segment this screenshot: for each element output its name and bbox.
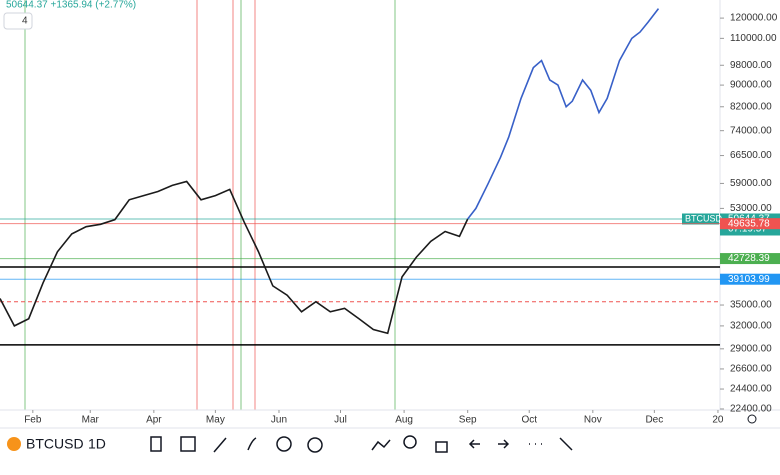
y-tick-label: 35000.00 [730,300,772,311]
x-tick-label: Dec [645,415,663,426]
quote: 50644.37 +1365.94 (+2.77%) [6,0,136,11]
y-tick-label: 120000.00 [730,13,778,24]
price-label: 49635.78 [728,218,770,229]
y-tick-label: 24400.00 [730,384,772,395]
share-button[interactable] [435,441,448,453]
undo-button[interactable] [468,439,480,449]
symbol-tag-box [682,213,719,225]
indicator-count: 4 [22,16,28,27]
symbol-icon [7,437,21,451]
add-button[interactable] [276,436,292,452]
price-label-box [720,218,780,230]
draw-button[interactable] [213,437,227,453]
y-tick-label: 59000.00 [730,178,772,189]
fullscreen-button[interactable] [559,437,573,451]
x-tick-label: Feb [24,415,42,426]
y-tick-label: 74000.00 [730,125,772,136]
y-tick-label: 22400.00 [730,404,772,415]
indicator-toggle[interactable] [3,12,33,30]
ideas-button[interactable] [403,435,417,449]
replay-button[interactable] [371,439,391,451]
price-label: 39103.99 [728,274,770,285]
price-label-box [720,273,780,285]
y-tick-label: 98000.00 [730,60,772,71]
price-line [0,180,469,335]
symbol[interactable]: BTCUSD [26,436,84,452]
redo-button[interactable] [498,439,510,449]
chart-type-button[interactable] [150,436,162,452]
x-tick-label: Jun [271,415,287,426]
y-tick-label: 26600.00 [730,364,772,375]
x-tick-label: Mar [82,415,100,426]
x-tick-label: Oct [521,415,537,426]
y-tick-label: 110000.00 [730,33,777,44]
price-line [467,8,660,220]
calendar-button[interactable] [180,436,196,452]
x-tick-label: 20 [712,415,724,426]
symbol-tag: BTCUSD [685,213,723,223]
interval[interactable]: 1D [88,436,106,452]
indicators-button[interactable] [247,437,257,451]
x-tick-label: Sep [459,415,477,426]
y-tick-label: 32000.00 [730,321,772,332]
alert-button[interactable] [307,437,323,453]
y-tick-label: 53000.00 [730,203,772,214]
settings-icon[interactable] [747,414,757,424]
y-tick-label: 90000.00 [730,80,772,91]
x-tick-label: Jul [334,415,347,426]
y-tick-label: 82000.00 [730,101,772,112]
x-tick-label: Aug [395,415,413,426]
x-tick-label: Apr [146,415,162,426]
price-label: 42728.39 [728,253,770,264]
x-tick-label: May [206,415,225,426]
toolbar: BTCUSD 1D [0,427,780,453]
price-label-box [720,253,780,265]
x-tick-label: Nov [584,415,602,426]
y-tick-label: 29000.00 [730,343,772,354]
event-bands [24,0,396,410]
y-tick-label: 66500.00 [730,150,772,161]
